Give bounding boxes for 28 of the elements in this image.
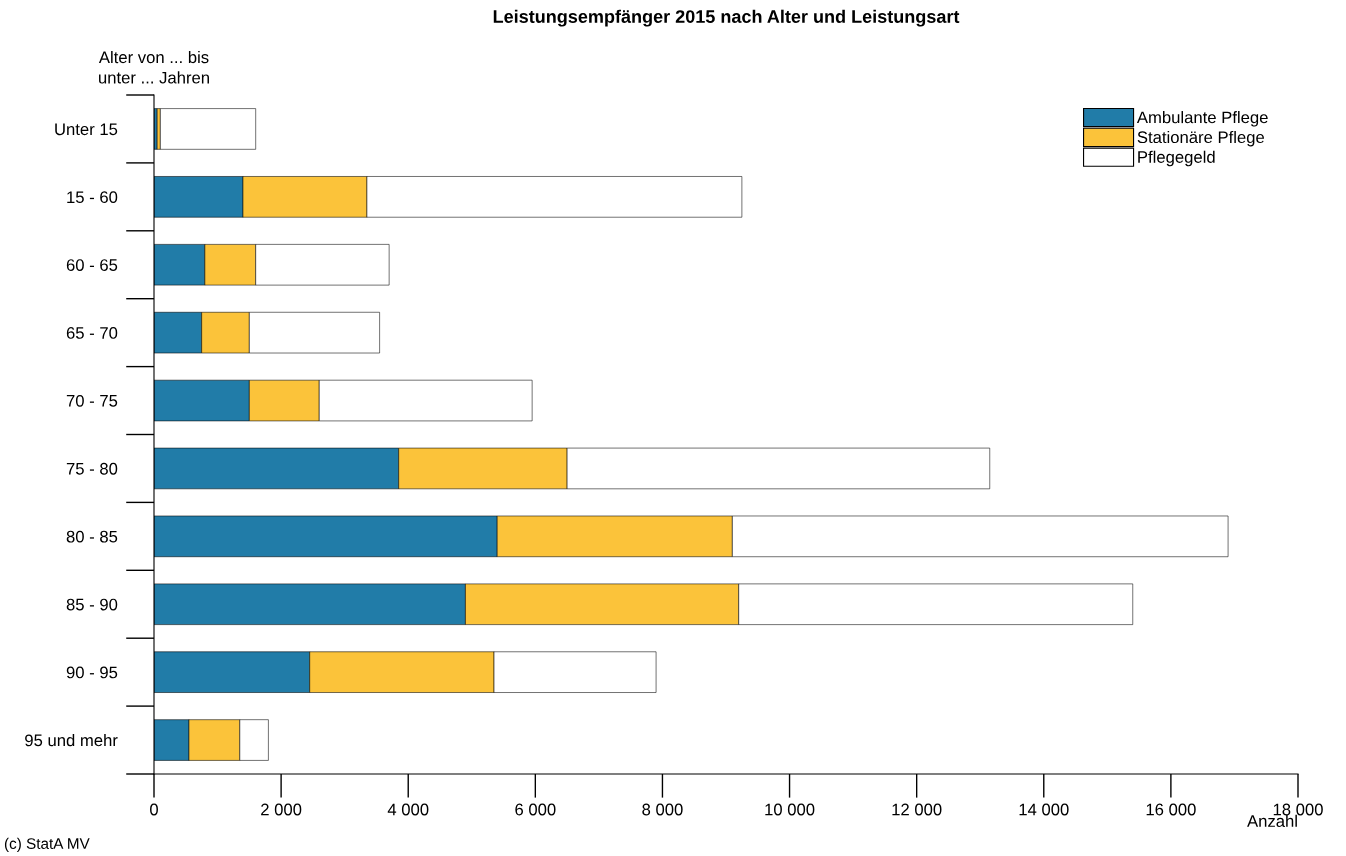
x-tick-label: 6 000 [515, 803, 556, 816]
legend-label: Pflegegeld [1138, 150, 1215, 167]
x-axis-title: Anzahl [1247, 814, 1297, 827]
y-tick-label: 90 - 95 [66, 666, 118, 679]
legend-label: Stationäre Pflege [1137, 130, 1265, 147]
y-tick-label: 65 - 70 [66, 327, 118, 339]
y-tick-label: 75 - 80 [66, 462, 118, 475]
y-axis-title: Alter von ... bis unter ... Jahren [98, 50, 209, 84]
x-tick-label: 10 000 [765, 803, 815, 816]
text: (c) StatA MV [4, 837, 90, 852]
x-tick-label: 18 000 [1273, 803, 1323, 816]
x-tick-label: 2 000 [261, 803, 302, 816]
bar [160, 108, 256, 150]
y-tick-label: 80 - 85 [66, 530, 118, 543]
x-tick-label: 16 000 [1146, 803, 1196, 816]
y-tick-label: 95 und mehr [25, 734, 118, 747]
y-tick-label: 15 - 60 [67, 191, 118, 204]
chart-title: Leistungsempfänger 2015 nach Alter und Leistungsart [493, 9, 960, 27]
y-tick-label: 85 - 90 [66, 598, 118, 611]
legend-label: Ambulante Pflege [1136, 111, 1268, 127]
x-tick-label: 4 000 [387, 803, 429, 816]
x-tick-label: 0 [150, 803, 158, 816]
y-tick-label: Unter 15 [55, 123, 118, 136]
y-tick-label: 60 - 65 [66, 259, 118, 271]
x-tick-label: 12 000 [892, 803, 942, 816]
y-tick-label: 70 - 75 [66, 394, 118, 407]
x-tick-label: 8 000 [642, 803, 683, 816]
x-tick-label: 14 000 [1019, 803, 1069, 816]
